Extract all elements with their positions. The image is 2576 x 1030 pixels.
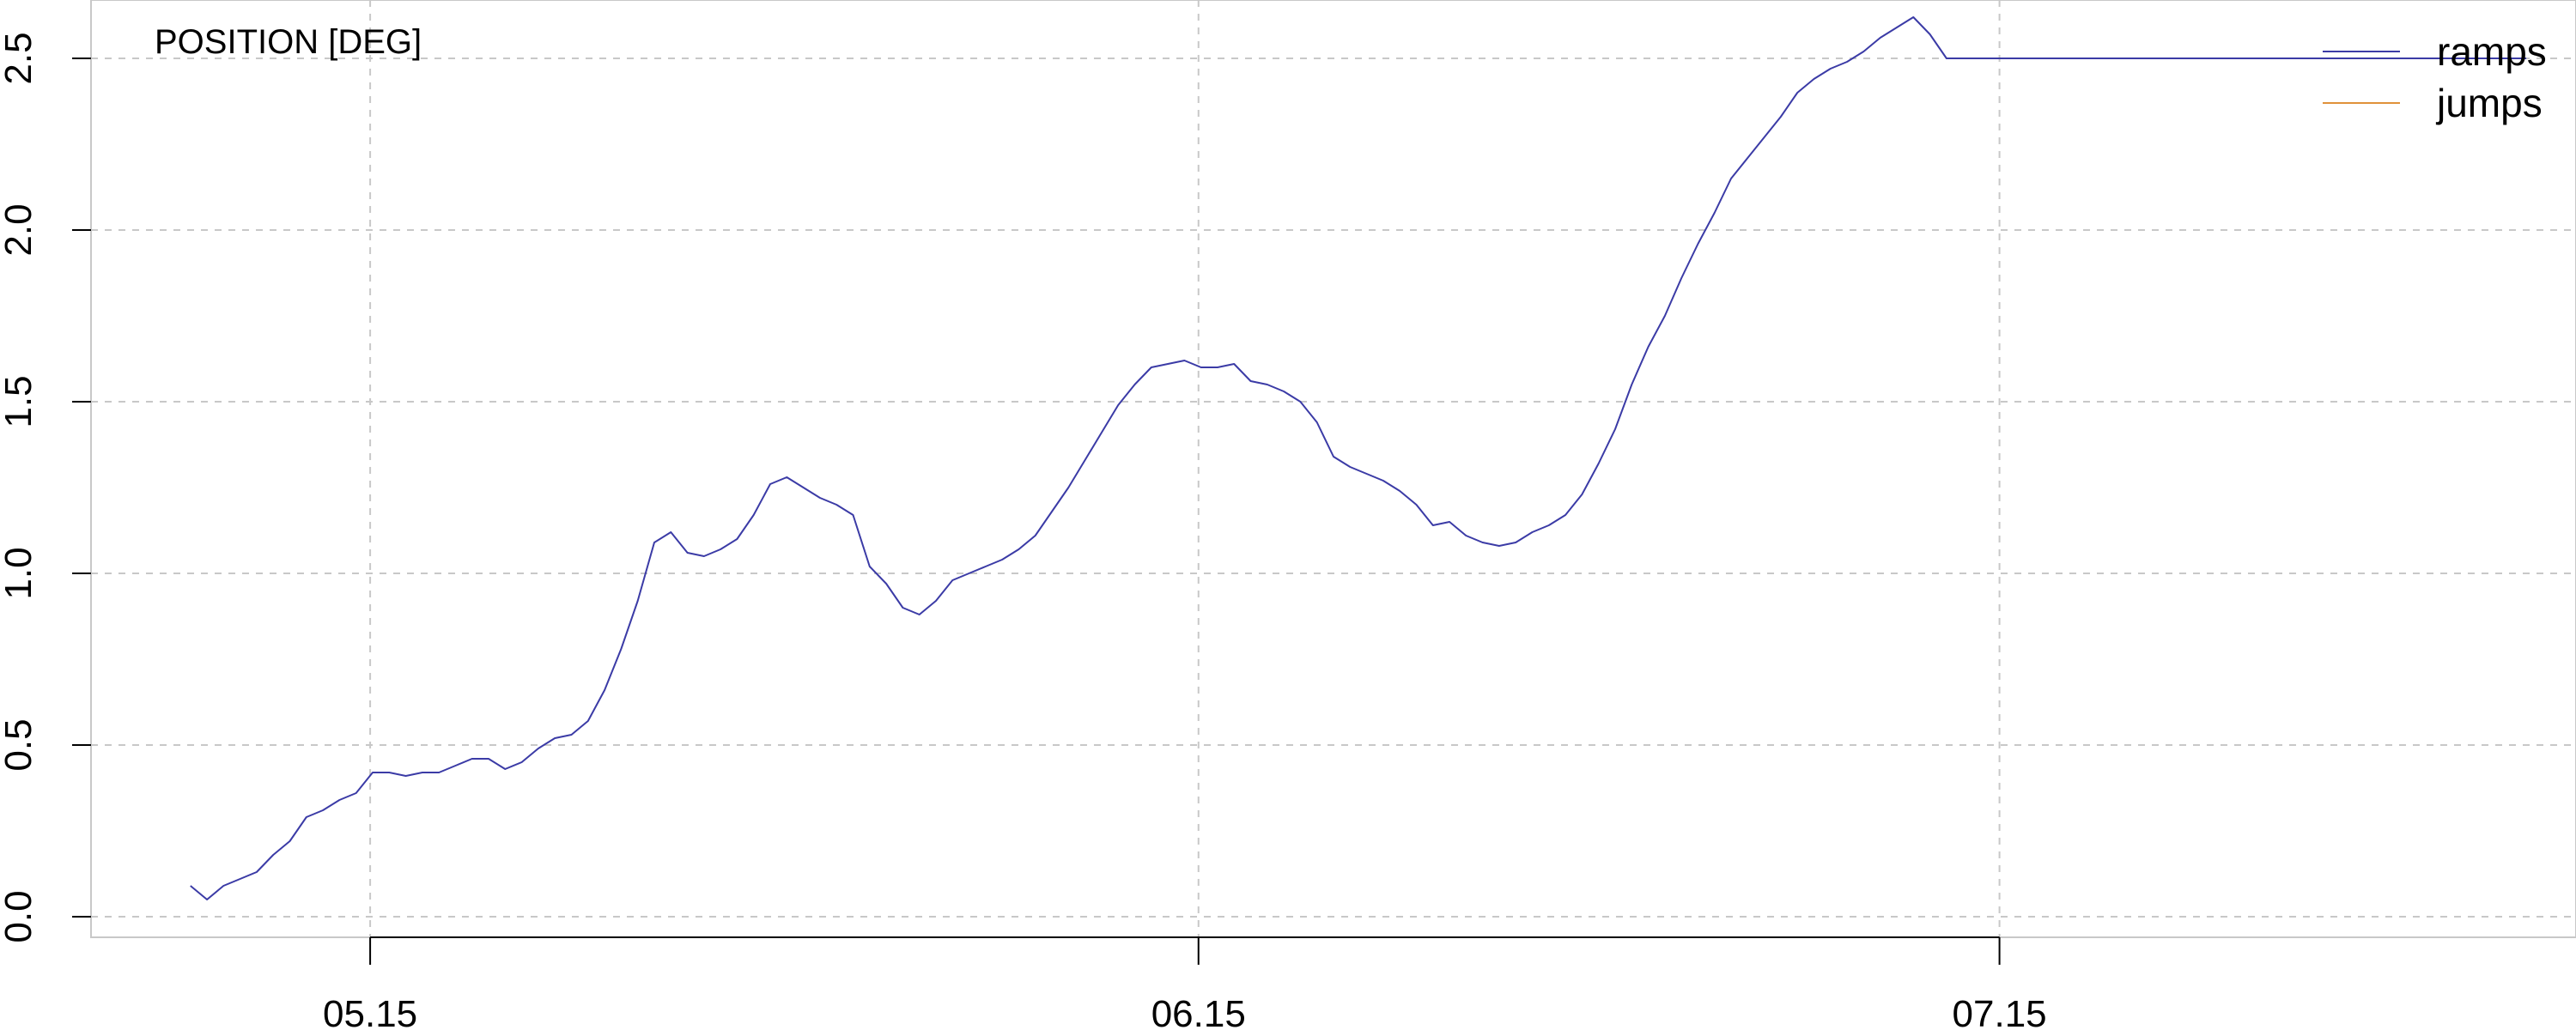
legend-label-ramps: ramps — [2437, 29, 2547, 74]
axes: 0.0 0.5 1.0 1.5 2.0 2.5 05.15 06.15 07.15 — [0, 32, 2047, 1030]
x-tick-label: 05.15 — [323, 993, 417, 1030]
x-tick-label: 07.15 — [1953, 993, 2047, 1030]
series-lines — [190, 16, 2527, 900]
grid-lines — [91, 0, 2576, 937]
plot-frame — [90, 0, 2576, 938]
legend-label-jumps: jumps — [2435, 81, 2543, 125]
legend: ramps jumps — [2323, 29, 2547, 125]
x-tick-label: 06.15 — [1151, 993, 1246, 1030]
y-tick-label: 0.0 — [0, 890, 39, 942]
y-tick-label: 2.5 — [0, 32, 39, 84]
y-tick-label: 1.0 — [0, 547, 39, 599]
y-tick-label: 0.5 — [0, 718, 39, 771]
chart-title: POSITION [DEG] — [155, 23, 422, 61]
y-tick-label: 2.0 — [0, 203, 39, 256]
series-line-ramps — [190, 16, 2527, 900]
y-tick-label: 1.5 — [0, 375, 39, 427]
